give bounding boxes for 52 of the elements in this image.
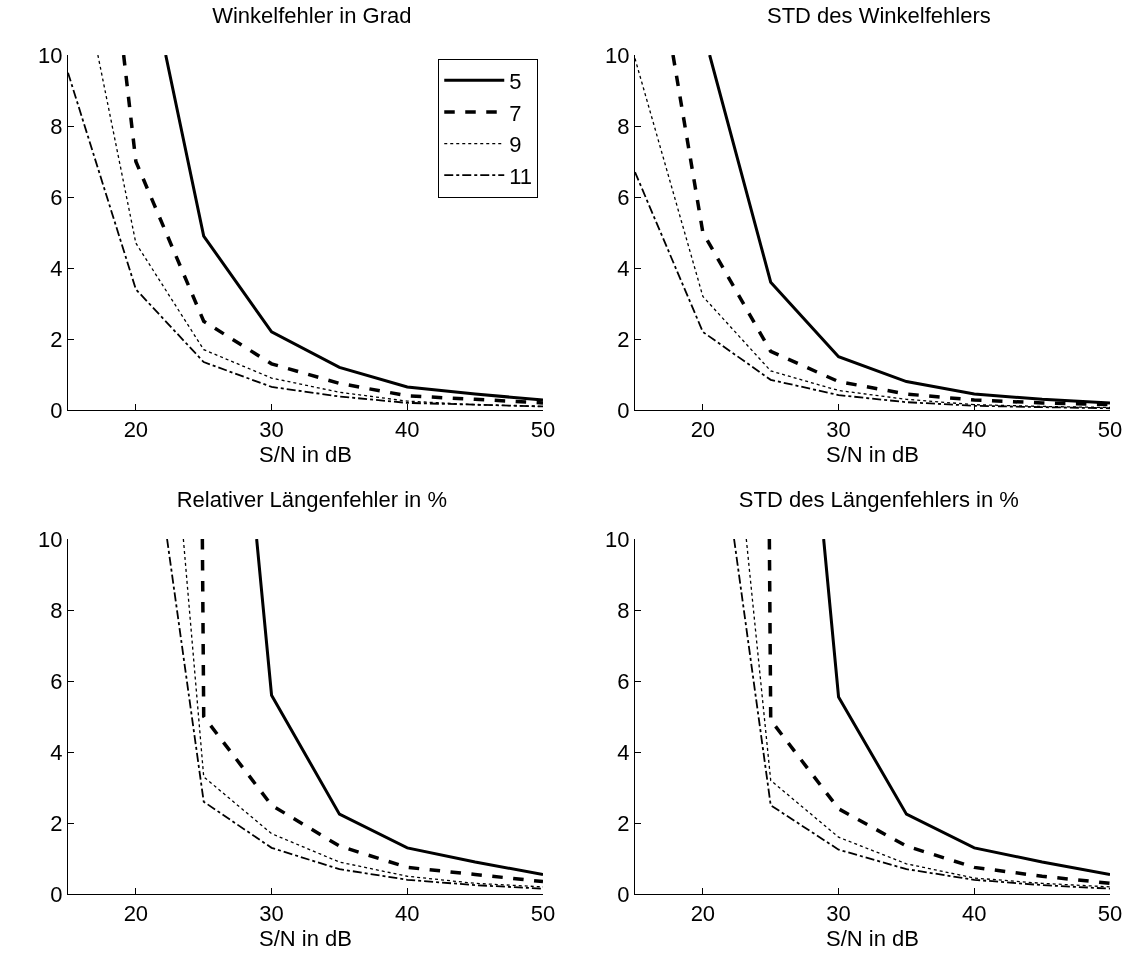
y-tick-label: 10 xyxy=(605,526,630,552)
y-tick-label: 0 xyxy=(50,397,63,423)
x-axis-title: S/N in dB xyxy=(259,442,352,468)
legend-label: 11 xyxy=(509,163,533,189)
x-tick-label: 20 xyxy=(690,417,716,443)
x-tick-label: 40 xyxy=(962,417,987,443)
y-tick-label: 4 xyxy=(617,255,630,281)
x-tick-label: 20 xyxy=(123,901,149,927)
y-tick-label: 0 xyxy=(617,397,630,423)
chart-title: Winkelfehler in Grad xyxy=(212,2,412,28)
y-tick-label: 6 xyxy=(617,668,630,694)
y-tick-label: 10 xyxy=(605,42,630,68)
x-tick-label: 50 xyxy=(1097,901,1123,927)
y-tick-label: 4 xyxy=(50,255,63,281)
x-axis-title: S/N in dB xyxy=(826,926,919,952)
legend-label: 7 xyxy=(509,100,522,126)
y-tick-label: 8 xyxy=(50,113,63,139)
y-tick-label: 2 xyxy=(50,326,63,352)
x-tick-label: 50 xyxy=(530,901,556,927)
x-axis-title: S/N in dB xyxy=(826,442,919,468)
x-axis-title: S/N in dB xyxy=(259,926,352,952)
y-tick-label: 2 xyxy=(50,810,63,836)
x-tick-label: 40 xyxy=(395,417,420,443)
y-tick-label: 8 xyxy=(617,597,630,623)
x-tick-label: 40 xyxy=(395,901,420,927)
y-tick-label: 4 xyxy=(50,739,63,765)
y-tick-label: 8 xyxy=(617,113,630,139)
y-tick-label: 2 xyxy=(617,326,630,352)
y-tick-label: 0 xyxy=(50,881,63,907)
x-tick-label: 50 xyxy=(1097,417,1123,443)
x-tick-label: 30 xyxy=(259,417,284,443)
y-tick-label: 6 xyxy=(617,184,630,210)
legend-label: 5 xyxy=(509,68,522,94)
y-tick-label: 0 xyxy=(617,881,630,907)
x-tick-label: 20 xyxy=(690,901,716,927)
x-tick-label: 50 xyxy=(530,417,556,443)
y-tick-label: 10 xyxy=(38,526,63,552)
chart-title: STD des Längenfehlers in % xyxy=(738,486,1019,512)
y-tick-label: 2 xyxy=(617,810,630,836)
x-tick-label: 30 xyxy=(259,901,284,927)
chart-title: Relativer Längenfehler in % xyxy=(176,486,447,512)
x-tick-label: 20 xyxy=(123,417,149,443)
legend-label: 9 xyxy=(509,132,522,158)
y-tick-label: 8 xyxy=(50,597,63,623)
x-tick-label: 30 xyxy=(826,901,851,927)
y-tick-label: 4 xyxy=(617,739,630,765)
y-tick-label: 6 xyxy=(50,184,63,210)
x-tick-label: 30 xyxy=(826,417,851,443)
x-tick-label: 40 xyxy=(962,901,987,927)
y-tick-label: 6 xyxy=(50,668,63,694)
y-tick-label: 10 xyxy=(38,42,63,68)
chart-title: STD des Winkelfehlers xyxy=(766,2,991,28)
